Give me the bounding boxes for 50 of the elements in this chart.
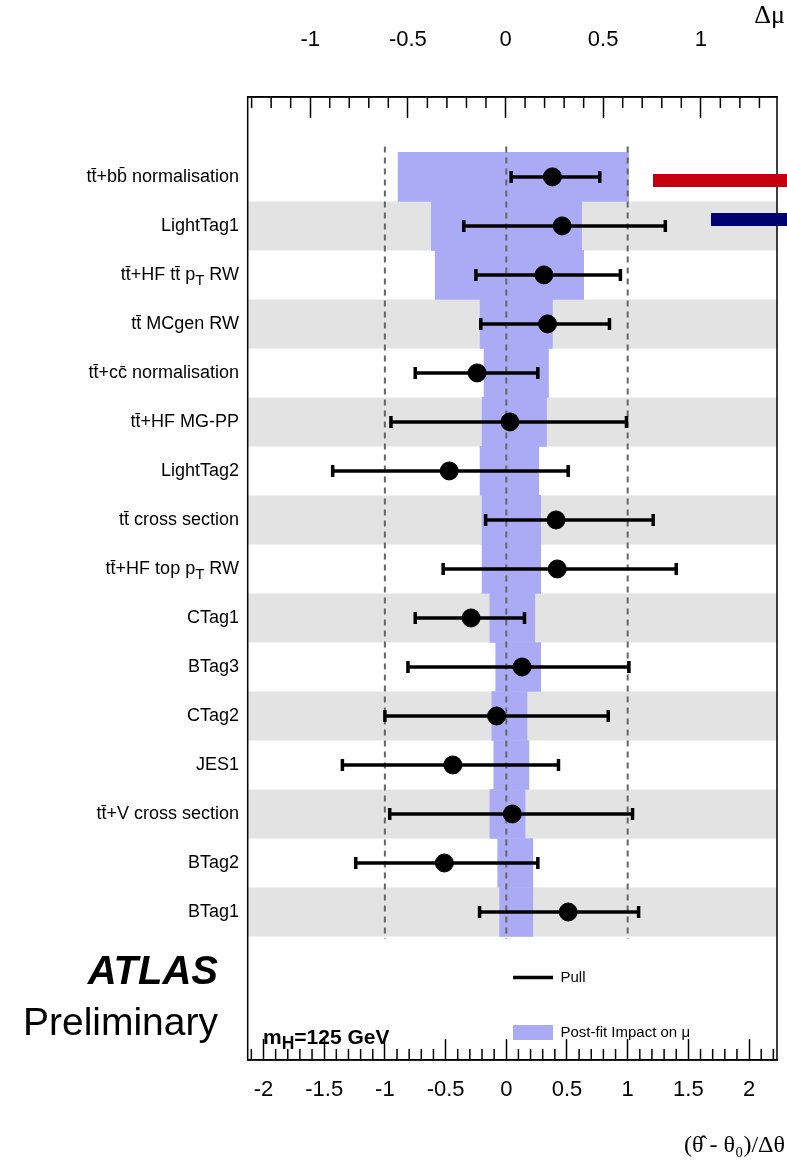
y-tick-label: CTag2 [186,703,239,726]
y-tick-label: tt̄+HF top p$_{T}$ RW [105,556,239,584]
y-tick-label: tt̄+bb̄ normalisation [86,164,239,187]
x2-tick-label: 0.5 [587,25,619,51]
x-tick-label: 2 [742,1076,756,1102]
y-tick-label: JES1 [195,752,239,775]
y-tick-label: BTag1 [187,900,239,922]
x-tick-label: -2 [253,1076,274,1102]
point [434,853,454,873]
x-tick-label: 1 [621,1076,634,1102]
point [558,902,578,922]
point [443,755,463,775]
x-axis-title: (θ̂ - θ₀)/Δθ [684,1131,785,1158]
y-tick-label: tt̄+HF tt̄ p$_{T}$ RW [120,262,239,290]
y-tick-label: tt̄ MCgen RW [131,311,239,334]
y-tick-label: tt̄+cc̄ normalisation [88,360,239,383]
x-tick-label: -1 [375,1076,395,1102]
legend-label: Pull [560,967,586,985]
point [461,608,481,628]
y-tick-label: CTag1 [186,605,239,628]
point [439,461,459,481]
point [542,167,562,187]
y-tick-label: tt̄ cross section [118,507,239,530]
point [467,363,487,383]
x-tick-label: 0 [500,1076,513,1102]
text: Preliminary [22,1000,218,1044]
y-tick-label: tt̄+HF MG-PP [130,409,239,432]
x2-tick-label: -1 [300,25,320,51]
text: ATLAS [87,948,218,993]
x-tick-label: 0.5 [551,1076,583,1102]
x-tick-label: -0.5 [426,1076,465,1102]
y-tick-label: LightTag1 [160,213,239,236]
point [552,216,572,236]
x2-axis-title: Δμ [754,0,785,30]
x-tick-label: -1.5 [305,1076,344,1102]
point [547,559,567,579]
x2-tick-label: 0 [499,25,512,51]
point [534,265,554,285]
x2-tick-label: 1 [694,25,707,51]
y-tick-label: tt̄+V cross section [96,801,239,824]
text: m$_{H}$=125 GeV [263,1025,390,1055]
y-tick-label: BTag2 [187,851,239,873]
y-tick-label: LightTag2 [160,458,239,481]
point [538,314,558,334]
point [487,706,507,726]
legend-label: Post-fit Impact on μ [560,1022,691,1040]
x-tick-label: 1.5 [673,1076,704,1102]
y-tick-label: BTag3 [187,654,239,677]
point [546,510,566,530]
x2-tick-label: -0.5 [388,25,427,51]
